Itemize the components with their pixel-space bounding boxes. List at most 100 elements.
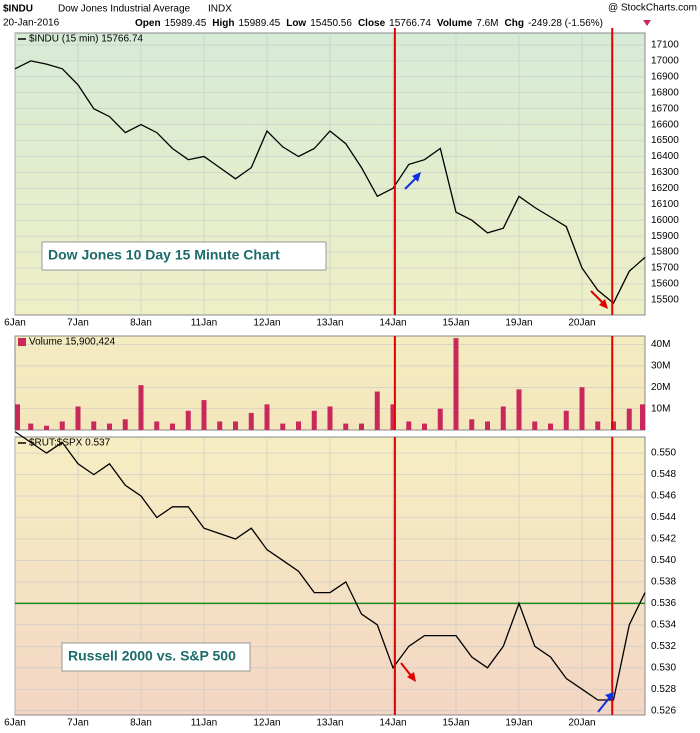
x-tick-label: 13Jan (316, 318, 343, 329)
y-tick-label: 0.540 (651, 555, 676, 566)
y-tick-label: 20M (651, 382, 670, 393)
y-tick-label: 16500 (651, 135, 679, 146)
volume-bar (595, 421, 601, 430)
x-tick-label: 14Jan (379, 718, 406, 729)
volume-bar (170, 423, 175, 430)
arrow (400, 662, 413, 678)
volume-bar (296, 421, 301, 430)
volume-bar (59, 421, 65, 430)
x-tick-label: 20Jan (568, 718, 595, 729)
x-tick-label: 7Jan (67, 318, 89, 329)
x-tick-label: 8Jan (130, 318, 152, 329)
legend-label: Volume 15,900,424 (29, 337, 116, 348)
volume-bar (437, 408, 443, 430)
annotation-box (61, 642, 251, 672)
x-tick-label: 6Jan (4, 718, 26, 729)
x-tick-label: 14Jan (379, 318, 406, 329)
symbol: $INDU (3, 4, 33, 15)
arrow-head (412, 172, 421, 182)
volume-bar (548, 423, 553, 430)
y-tick-label: 17100 (651, 40, 679, 51)
y-tick-label: 30M (651, 361, 670, 372)
annotation: Dow Jones 10 Day 15 Minute Chart (48, 247, 280, 263)
quote-value: -249.28 (-1.56%) (528, 18, 603, 29)
y-tick-label: 0.548 (651, 469, 676, 480)
y-tick-label: 15700 (651, 263, 679, 274)
down-triangle (643, 20, 651, 26)
y-tick-label: 0.530 (651, 662, 676, 673)
x-tick-label: 6Jan (4, 318, 26, 329)
y-tick-label: 0.536 (651, 598, 676, 609)
x-tick-label: 8Jan (130, 718, 152, 729)
arrow-head (407, 672, 416, 682)
y-tick-label: 0.546 (651, 491, 676, 502)
quote-value: 15766.74 (389, 18, 431, 29)
x-tick-label: 15Jan (442, 718, 469, 729)
arrow (597, 696, 611, 713)
volume-bar (500, 406, 506, 430)
y-tick-label: 0.528 (651, 684, 676, 695)
quote-value: 7.6M (476, 18, 498, 29)
volume-bar (122, 419, 128, 430)
x-tick-label: 19Jan (505, 318, 532, 329)
y-tick-label: 0.526 (651, 705, 676, 716)
volume-bar (201, 400, 207, 430)
quote-label: Chg (505, 18, 524, 29)
x-tick-label: 12Jan (253, 718, 280, 729)
legend-label: $RUT:$SPX 0.537 (29, 438, 111, 449)
volume-bar (44, 425, 49, 430)
y-tick-label: 16600 (651, 119, 679, 130)
volume-bar (91, 421, 97, 430)
x-tick-label: 19Jan (505, 718, 532, 729)
y-tick-label: 40M (651, 339, 670, 350)
quote-value: 15989.45 (239, 18, 281, 29)
quote-value: 15450.56 (310, 18, 352, 29)
legend-swatch (18, 338, 26, 346)
y-tick-label: 0.544 (651, 512, 676, 523)
volume-bar (563, 410, 569, 430)
y-tick-label: 15600 (651, 279, 679, 290)
volume-bar (154, 421, 160, 430)
y-tick-label: 16000 (651, 215, 679, 226)
volume-bar (374, 391, 380, 430)
quote-label: High (212, 18, 234, 29)
arrows (400, 172, 614, 713)
volume-bar (75, 406, 81, 430)
arrow (590, 290, 605, 305)
volume-bar (248, 412, 254, 430)
series-line (14, 431, 646, 701)
x-tick-label: 11Jan (191, 318, 218, 329)
volume-bar (469, 419, 475, 430)
volume-bar (264, 404, 270, 430)
y-tick-label: 0.542 (651, 534, 676, 545)
y-tick-label: 16700 (651, 103, 679, 114)
y-tick-label: 16900 (651, 71, 679, 82)
x-tick-label: 11Jan (191, 718, 218, 729)
source: @ StockCharts.com (608, 3, 697, 14)
x-tick-label: 13Jan (316, 718, 343, 729)
x-tick-label: 7Jan (67, 718, 89, 729)
volume-bar (406, 421, 412, 430)
volume-bar (626, 408, 632, 430)
plot-layer: 15500 15600 15700 15800 15900 16000 16100 16200… (4, 28, 679, 729)
volume-bar (280, 423, 286, 430)
quote-line: Open 15989.45 High 15989.45 Low 15450.56 Close… (135, 18, 603, 29)
volume-bar (15, 404, 20, 430)
quote-label: Volume (437, 18, 473, 29)
volume-bar (453, 338, 459, 430)
y-tick-label: 0.538 (651, 577, 676, 588)
volume-bar (107, 423, 112, 430)
volume-bar (138, 385, 144, 430)
volume-bar (422, 423, 427, 430)
annotation-box (41, 241, 327, 271)
arrow-head (599, 299, 608, 309)
volume-bar (311, 410, 317, 430)
x-tick-label: 12Jan (253, 318, 280, 329)
volume-bar (343, 423, 349, 430)
quote-label: Close (358, 18, 386, 29)
y-tick-label: 16300 (651, 167, 679, 178)
volume-bar (516, 389, 522, 430)
y-tick-label: 16100 (651, 199, 679, 210)
quote-label: Low (286, 18, 306, 29)
